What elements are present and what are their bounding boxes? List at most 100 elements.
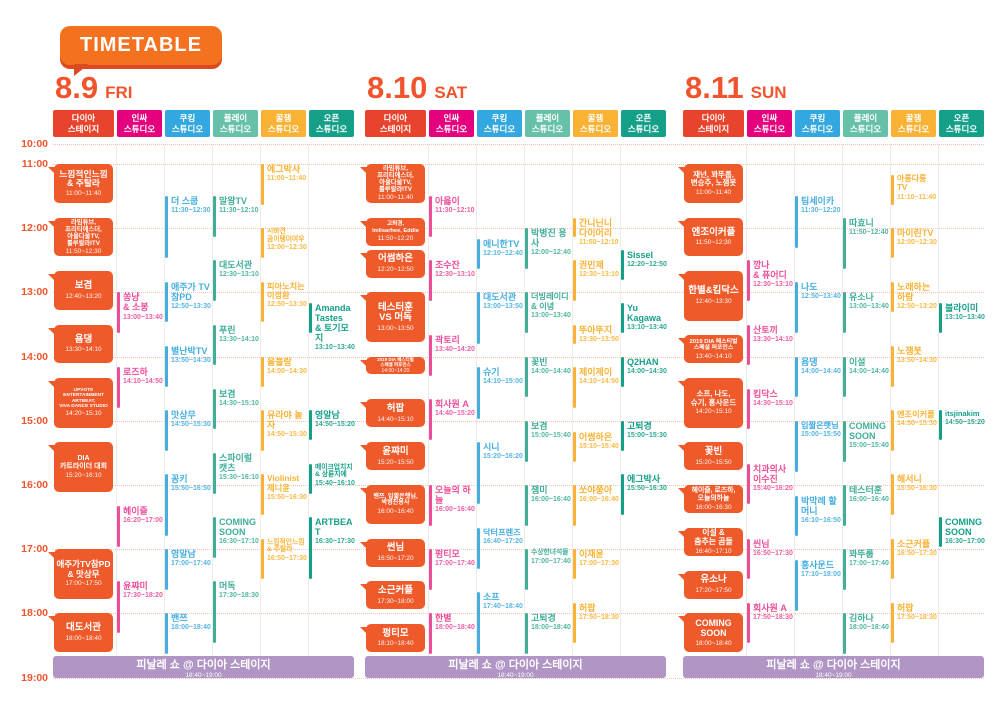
event-duration-rail [747, 324, 750, 366]
event-duration-rail [213, 388, 216, 430]
event-title: 더 스쿱 [171, 196, 199, 207]
event-duration-rail [429, 485, 432, 526]
event-title: 조수잔 [435, 260, 460, 271]
event-text: 푸린 13:30~14:10 [216, 325, 259, 366]
schedule-event: 욤댕 14:00~14:40 [795, 356, 841, 398]
event-duration-rail [477, 592, 480, 655]
schedule-event: 어썸하은 15:10~15:40 [573, 431, 619, 462]
schedule-event: 시니 15:20~16:20 [477, 442, 523, 505]
event-title: 밴쯔 [171, 613, 188, 624]
event-text: 올블랑 14:00~14:30 [264, 357, 307, 387]
hour-line [53, 292, 984, 294]
hour-line [53, 613, 984, 615]
event-time: 12:20~12:50 [627, 260, 667, 268]
event-title: 마이린TV [897, 228, 934, 239]
event-title: 느낌적인느낌 & 주탈라 [267, 538, 305, 554]
event-title: 머독 [219, 581, 236, 592]
event-title: 2019 DIA 페스티벌 스페셜 퍼포먼스 [689, 338, 738, 352]
event-title: 홍사운드 [801, 559, 835, 570]
event-time: 18:00~18:40 [171, 624, 211, 632]
schedule-event: 박막례 할머니 16:10~16:50 [795, 495, 841, 537]
event-duration-rail [117, 367, 120, 409]
event-title: DIA 카트라이더 대회 [59, 455, 108, 470]
schedule-event: 회사원 A 17:50~18:30 [747, 602, 793, 644]
event-title: 닥터프렌즈 [483, 527, 521, 537]
event-title: 애니한TV [483, 238, 520, 249]
finale-title: 피날레 쇼 @ 다이아 스테이지 [448, 658, 583, 671]
schedule-event-block: 라임튜브, 프리티에스더, 아울다울TV, 룰루랄라ITV 11:50~12:30 [48, 217, 113, 257]
finale-title: 피날레 쇼 @ 다이아 스테이지 [766, 658, 901, 671]
event-duration-rail [429, 260, 432, 302]
schedule-event: 허팝 17:50~18:30 [891, 602, 937, 644]
event-title: 쏘야쭝아 [579, 485, 613, 495]
schedule-event-block: DIA 카트라이더 대회 15:20~16:10 [48, 442, 113, 492]
event-text: 킴닥스 14:30~15:10 [750, 389, 793, 430]
event-duration-rail [747, 602, 750, 644]
event-duration-rail [261, 281, 264, 323]
event-title: 팀세이카 [801, 196, 835, 207]
event-title: 오늘의 하늘 [435, 485, 471, 506]
event-time: 15:00~15:30 [627, 431, 667, 439]
stage-chip: 플레이 스튜디오 [843, 110, 888, 137]
event-title: ARTBEAT [315, 517, 353, 538]
schedule-event-block: 윤쨔미 15:20~15:50 [360, 442, 425, 471]
event-text: 테스터훈 16:00~16:40 [846, 485, 889, 526]
event-time: 16:50~17:30 [267, 554, 307, 562]
column-separator [427, 144, 429, 678]
schedule-event: 수상한녀석들 17:00~17:40 [525, 549, 571, 590]
event-time: 13:40~14:20 [435, 346, 475, 354]
event-text: 꽃빈 14:00~14:40 [528, 357, 571, 398]
event-time: 14:10~15:00 [483, 378, 523, 386]
event-time: 16:40~17:20 [483, 537, 523, 545]
event-text: 따효니 11:50~12:40 [846, 218, 889, 270]
event-text: 한별 18:00~18:40 [432, 613, 475, 654]
schedule-event-block: 느낌적인느낌 & 주탈라 11:00~11:40 [48, 164, 113, 203]
event-text: 더 스쿱 11:30~12:30 [168, 196, 211, 258]
event-time: 18:00~18:40 [849, 624, 889, 632]
event-title: 어썸하은 [579, 431, 613, 442]
schedule-event: 오늘의 하늘 16:00~16:40 [429, 485, 475, 526]
finale-title: 피날레 쇼 @ 다이아 스테이지 [136, 658, 271, 671]
event-time: 13:10~13:40 [945, 314, 985, 322]
event-time: 12:30~13:10 [435, 271, 475, 279]
event-time: 17:50~18:30 [579, 613, 619, 621]
event-text: Violinist 제니윤 15:50~16:30 [264, 474, 307, 515]
hour-line [53, 228, 984, 230]
schedule-event-block: 재넌, 꽈뚜룹, 변승주, 노잼봇 11:00~11:40 [678, 164, 743, 203]
event-text: 보겸 15:00~15:40 [528, 421, 571, 462]
schedule-event: 말왕TV 11:30~12:10 [213, 196, 259, 237]
event-time: 18:00~18:40 [695, 639, 732, 647]
schedule-event: 입짧은햇님 15:00~15:50 [795, 420, 841, 473]
event-title: 영알남 [315, 410, 340, 421]
event-time: 17:20~17:50 [695, 586, 732, 594]
event-time: 18:00~18:40 [435, 624, 475, 632]
event-title: 산토끼 [753, 324, 778, 335]
event-text: 노잼봇 13:50~14:30 [894, 346, 937, 387]
event-text: 홍사운드 17:10~18:00 [798, 559, 841, 612]
schedule-event: 슈기 14:10~15:00 [477, 367, 523, 419]
event-title: 펑티모 [382, 627, 409, 639]
schedule-event: 피아노치는 이정환 12:50~13:30 [261, 281, 307, 323]
schedule-event: 에그박사 15:50~16:30 [621, 474, 667, 516]
event-time: 14:50~15:30 [171, 421, 211, 429]
event-time: 17:00~17:40 [531, 557, 571, 565]
event-duration-rail [843, 356, 846, 398]
column-separator [307, 144, 309, 678]
column-separator [475, 144, 477, 678]
event-time: 13:30~14:10 [753, 335, 793, 343]
stage-chip: 쿠킹 스튜디오 [795, 110, 840, 137]
day-weekday: SAT [434, 83, 468, 102]
schedule-event: 더빙레이디 & 이녕 13:00~13:40 [525, 292, 571, 334]
event-time: 13:30~14:10 [65, 346, 102, 354]
event-duration-rail [429, 335, 432, 376]
schedule-event-block: 이설 & 춤추는 곰돌 16:40~17:10 [678, 527, 743, 556]
event-title: 권민제 [579, 260, 604, 271]
event-title: 이설 [849, 356, 866, 367]
time-label: 11:00 [21, 158, 48, 170]
event-title: Yu Kagawa [627, 303, 662, 324]
event-title: 헤이즐, 로즈하, 오늘의하늘 [691, 487, 736, 503]
event-text: 오늘의 하늘 16:00~16:40 [432, 485, 475, 526]
event-duration-rail [213, 196, 216, 237]
event-text: 별난박TV 13:50~14:30 [168, 346, 211, 387]
column-separator [259, 144, 261, 678]
